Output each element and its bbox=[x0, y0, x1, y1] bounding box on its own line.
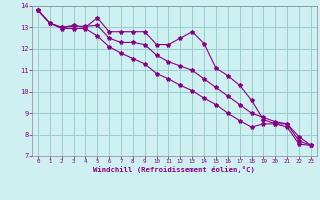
X-axis label: Windchill (Refroidissement éolien,°C): Windchill (Refroidissement éolien,°C) bbox=[93, 166, 255, 173]
